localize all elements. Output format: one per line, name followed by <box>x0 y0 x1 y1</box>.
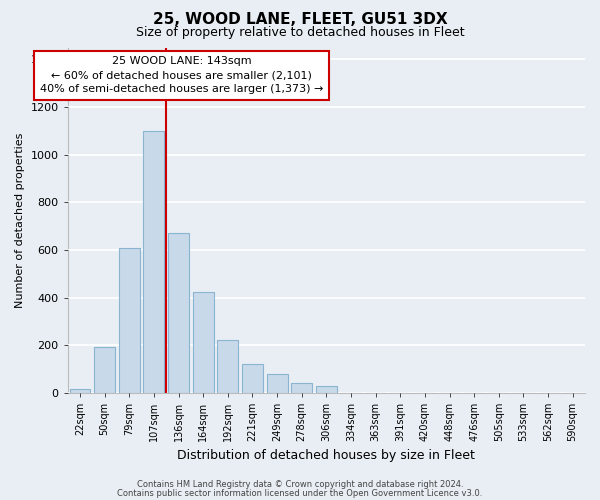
Text: Contains HM Land Registry data © Crown copyright and database right 2024.: Contains HM Land Registry data © Crown c… <box>137 480 463 489</box>
Bar <box>143 131 164 393</box>
Bar <box>94 347 115 393</box>
Bar <box>168 233 189 393</box>
Text: Contains public sector information licensed under the Open Government Licence v3: Contains public sector information licen… <box>118 488 482 498</box>
Bar <box>291 383 312 393</box>
X-axis label: Distribution of detached houses by size in Fleet: Distribution of detached houses by size … <box>178 450 475 462</box>
Y-axis label: Number of detached properties: Number of detached properties <box>15 132 25 308</box>
Bar <box>217 340 238 393</box>
Text: 25, WOOD LANE, FLEET, GU51 3DX: 25, WOOD LANE, FLEET, GU51 3DX <box>152 12 448 28</box>
Bar <box>242 364 263 393</box>
Bar <box>193 292 214 393</box>
Text: 25 WOOD LANE: 143sqm
← 60% of detached houses are smaller (2,101)
40% of semi-de: 25 WOOD LANE: 143sqm ← 60% of detached h… <box>40 56 323 94</box>
Bar <box>316 386 337 393</box>
Text: Size of property relative to detached houses in Fleet: Size of property relative to detached ho… <box>136 26 464 39</box>
Bar <box>119 248 140 393</box>
Bar <box>266 374 287 393</box>
Bar <box>70 389 91 393</box>
